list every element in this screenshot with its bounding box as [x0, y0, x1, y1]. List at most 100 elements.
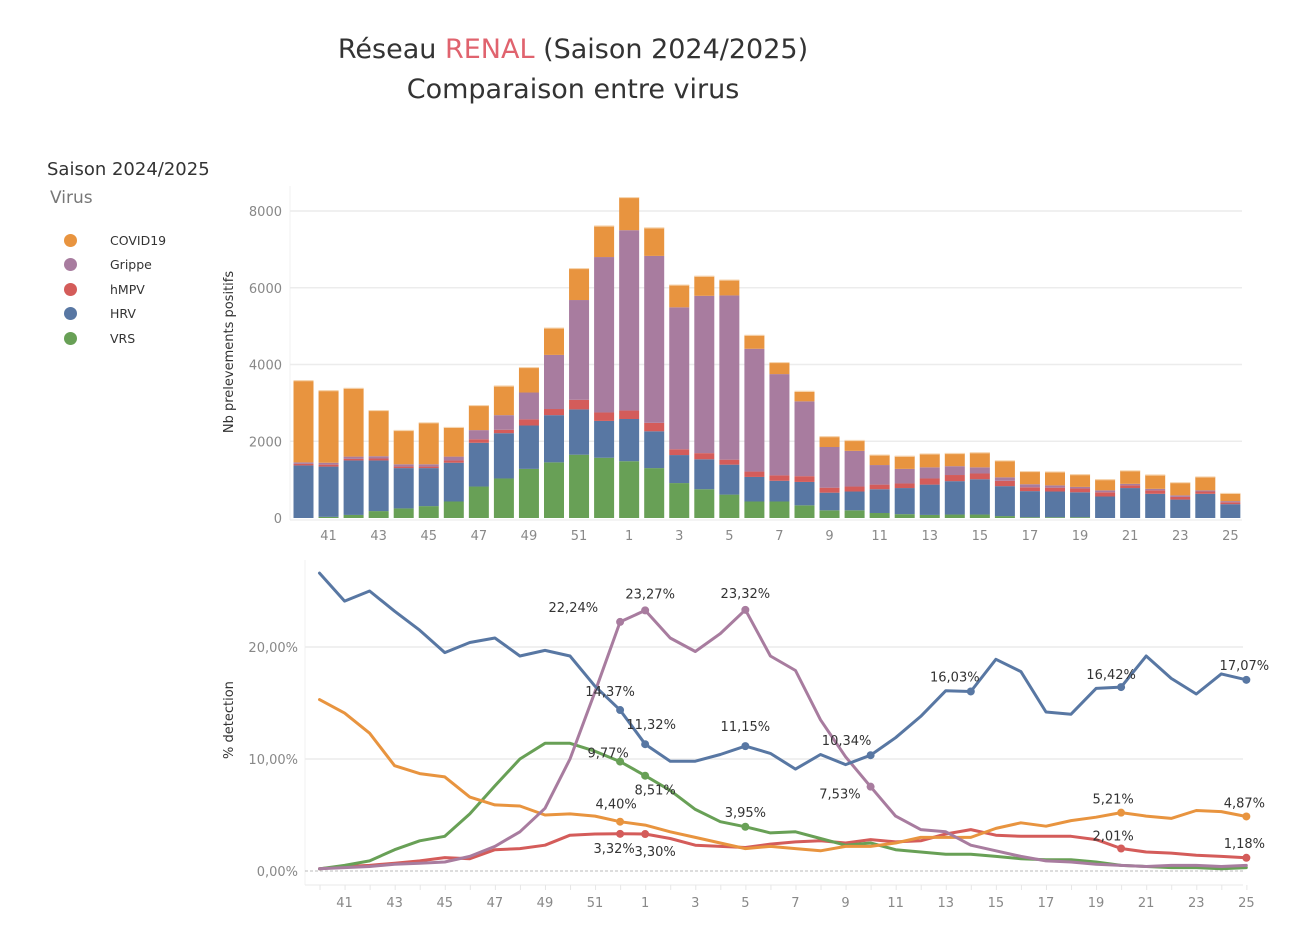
data-point-marker[interactable] — [616, 706, 625, 715]
bar-segment-covid19[interactable] — [468, 405, 489, 431]
bar-segment-grippe[interactable] — [318, 462, 339, 465]
bar-segment-hmpv[interactable] — [493, 429, 514, 434]
bar-segment-hmpv[interactable] — [719, 459, 740, 465]
data-point-marker[interactable] — [866, 782, 875, 791]
bar-segment-vrs[interactable] — [418, 506, 439, 518]
bar-stack-week-18[interactable] — [1045, 471, 1065, 518]
data-point-marker[interactable] — [616, 817, 625, 826]
bar-segment-vrs[interactable] — [819, 510, 840, 518]
bar-segment-covid19[interactable] — [944, 453, 965, 467]
bar-segment-hmpv[interactable] — [644, 422, 665, 432]
bar-segment-grippe[interactable] — [1120, 483, 1141, 486]
data-point-marker[interactable] — [741, 822, 750, 831]
bar-segment-vrs[interactable] — [744, 501, 765, 518]
bar-segment-covid19[interactable] — [1070, 474, 1091, 487]
bar-segment-grippe[interactable] — [418, 464, 439, 467]
bar-segment-grippe[interactable] — [969, 467, 990, 474]
line-series-covid19[interactable] — [318, 698, 1248, 853]
bar-segment-hmpv[interactable] — [293, 463, 314, 466]
bar-segment-hrv[interactable] — [1070, 492, 1091, 518]
bar-segment-hrv[interactable] — [719, 464, 740, 495]
bar-stack-week-43[interactable] — [368, 409, 389, 518]
bar-segment-hrv[interactable] — [1195, 493, 1216, 518]
line-series-hrv[interactable] — [318, 571, 1248, 771]
bar-segment-hrv[interactable] — [1045, 491, 1065, 518]
bar-segment-hrv[interactable] — [1019, 491, 1040, 518]
bar-stack-week-49[interactable] — [518, 366, 539, 518]
bar-segment-hmpv[interactable] — [619, 410, 640, 419]
bar-segment-grippe[interactable] — [1019, 484, 1040, 488]
data-point-marker[interactable] — [1242, 675, 1251, 684]
bar-segment-grippe[interactable] — [644, 255, 665, 423]
bar-segment-vrs[interactable] — [493, 478, 514, 518]
bar-segment-hmpv[interactable] — [919, 478, 940, 485]
bar-stack-week-52[interactable] — [594, 225, 615, 518]
bar-segment-hmpv[interactable] — [1145, 490, 1166, 494]
bar-segment-hmpv[interactable] — [544, 409, 564, 416]
bar-segment-covid19[interactable] — [819, 436, 840, 448]
bar-segment-covid19[interactable] — [619, 197, 640, 231]
bar-segment-grippe[interactable] — [619, 230, 640, 411]
bar-segment-grippe[interactable] — [769, 374, 790, 476]
bar-segment-hrv[interactable] — [468, 442, 489, 487]
bar-stack-week-22[interactable] — [1145, 474, 1166, 518]
data-point-marker[interactable] — [616, 617, 625, 626]
legend-item-covid19[interactable]: COVID19 — [64, 231, 166, 249]
bar-segment-grippe[interactable] — [544, 354, 564, 410]
bar-segment-hrv[interactable] — [493, 433, 514, 479]
bar-segment-hmpv[interactable] — [1019, 487, 1040, 492]
line-series-vrs[interactable] — [318, 741, 1248, 871]
data-point-marker[interactable] — [741, 605, 750, 614]
bar-segment-hmpv[interactable] — [769, 475, 790, 481]
bar-stack-week-46[interactable] — [443, 426, 464, 518]
bar-segment-vrs[interactable] — [794, 505, 815, 518]
bar-segment-vrs[interactable] — [894, 514, 915, 518]
bar-segment-covid19[interactable] — [544, 328, 564, 355]
bar-segment-hmpv[interactable] — [468, 439, 489, 443]
bar-segment-covid19[interactable] — [1019, 471, 1040, 485]
data-point-marker[interactable] — [641, 771, 650, 780]
bar-segment-hrv[interactable] — [919, 484, 940, 515]
bar-segment-vrs[interactable] — [994, 516, 1015, 518]
bar-stack-week-10[interactable] — [844, 439, 865, 518]
data-point-marker[interactable] — [1117, 844, 1126, 853]
bar-segment-vrs[interactable] — [594, 457, 615, 518]
bar-segment-covid19[interactable] — [869, 455, 890, 466]
bar-segment-hmpv[interactable] — [1220, 502, 1241, 505]
bar-stack-week-8[interactable] — [794, 390, 815, 518]
bar-segment-hrv[interactable] — [844, 491, 865, 511]
bar-segment-vrs[interactable] — [1019, 517, 1040, 518]
bar-segment-covid19[interactable] — [493, 385, 514, 416]
bar-stack-week-42[interactable] — [343, 387, 364, 518]
bar-segment-hrv[interactable] — [293, 465, 314, 518]
legend-item-hmpv[interactable]: hMPV — [64, 280, 145, 298]
bar-segment-vrs[interactable] — [468, 486, 489, 518]
bar-segment-hrv[interactable] — [393, 468, 414, 509]
bar-segment-hmpv[interactable] — [1045, 487, 1065, 492]
bar-segment-covid19[interactable] — [969, 452, 990, 468]
bar-segment-hrv[interactable] — [544, 415, 564, 463]
bar-segment-grippe[interactable] — [1170, 495, 1191, 497]
bar-segment-hmpv[interactable] — [594, 412, 615, 421]
bar-segment-hmpv[interactable] — [869, 484, 890, 490]
bar-segment-grippe[interactable] — [393, 464, 414, 467]
bar-stack-week-41[interactable] — [318, 389, 339, 518]
bar-stack-week-9[interactable] — [819, 436, 840, 518]
bar-segment-hrv[interactable] — [443, 462, 464, 502]
bar-segment-covid19[interactable] — [794, 391, 815, 402]
bar-segment-covid19[interactable] — [1120, 470, 1141, 484]
bar-stack-week-12[interactable] — [894, 455, 915, 518]
bar-stack-week-6[interactable] — [744, 334, 765, 518]
bar-segment-grippe[interactable] — [944, 466, 965, 476]
data-point-marker[interactable] — [1242, 853, 1251, 862]
bar-stack-week-17[interactable] — [1019, 470, 1040, 518]
data-point-marker[interactable] — [741, 742, 750, 751]
bar-segment-vrs[interactable] — [694, 489, 715, 518]
bar-segment-hrv[interactable] — [1220, 504, 1241, 518]
bar-segment-hrv[interactable] — [1095, 496, 1116, 518]
bar-segment-covid19[interactable] — [744, 335, 765, 349]
bar-segment-hmpv[interactable] — [819, 487, 840, 493]
bar-segment-grippe[interactable] — [1220, 501, 1241, 503]
bar-segment-grippe[interactable] — [919, 467, 940, 479]
bar-segment-grippe[interactable] — [368, 456, 389, 459]
